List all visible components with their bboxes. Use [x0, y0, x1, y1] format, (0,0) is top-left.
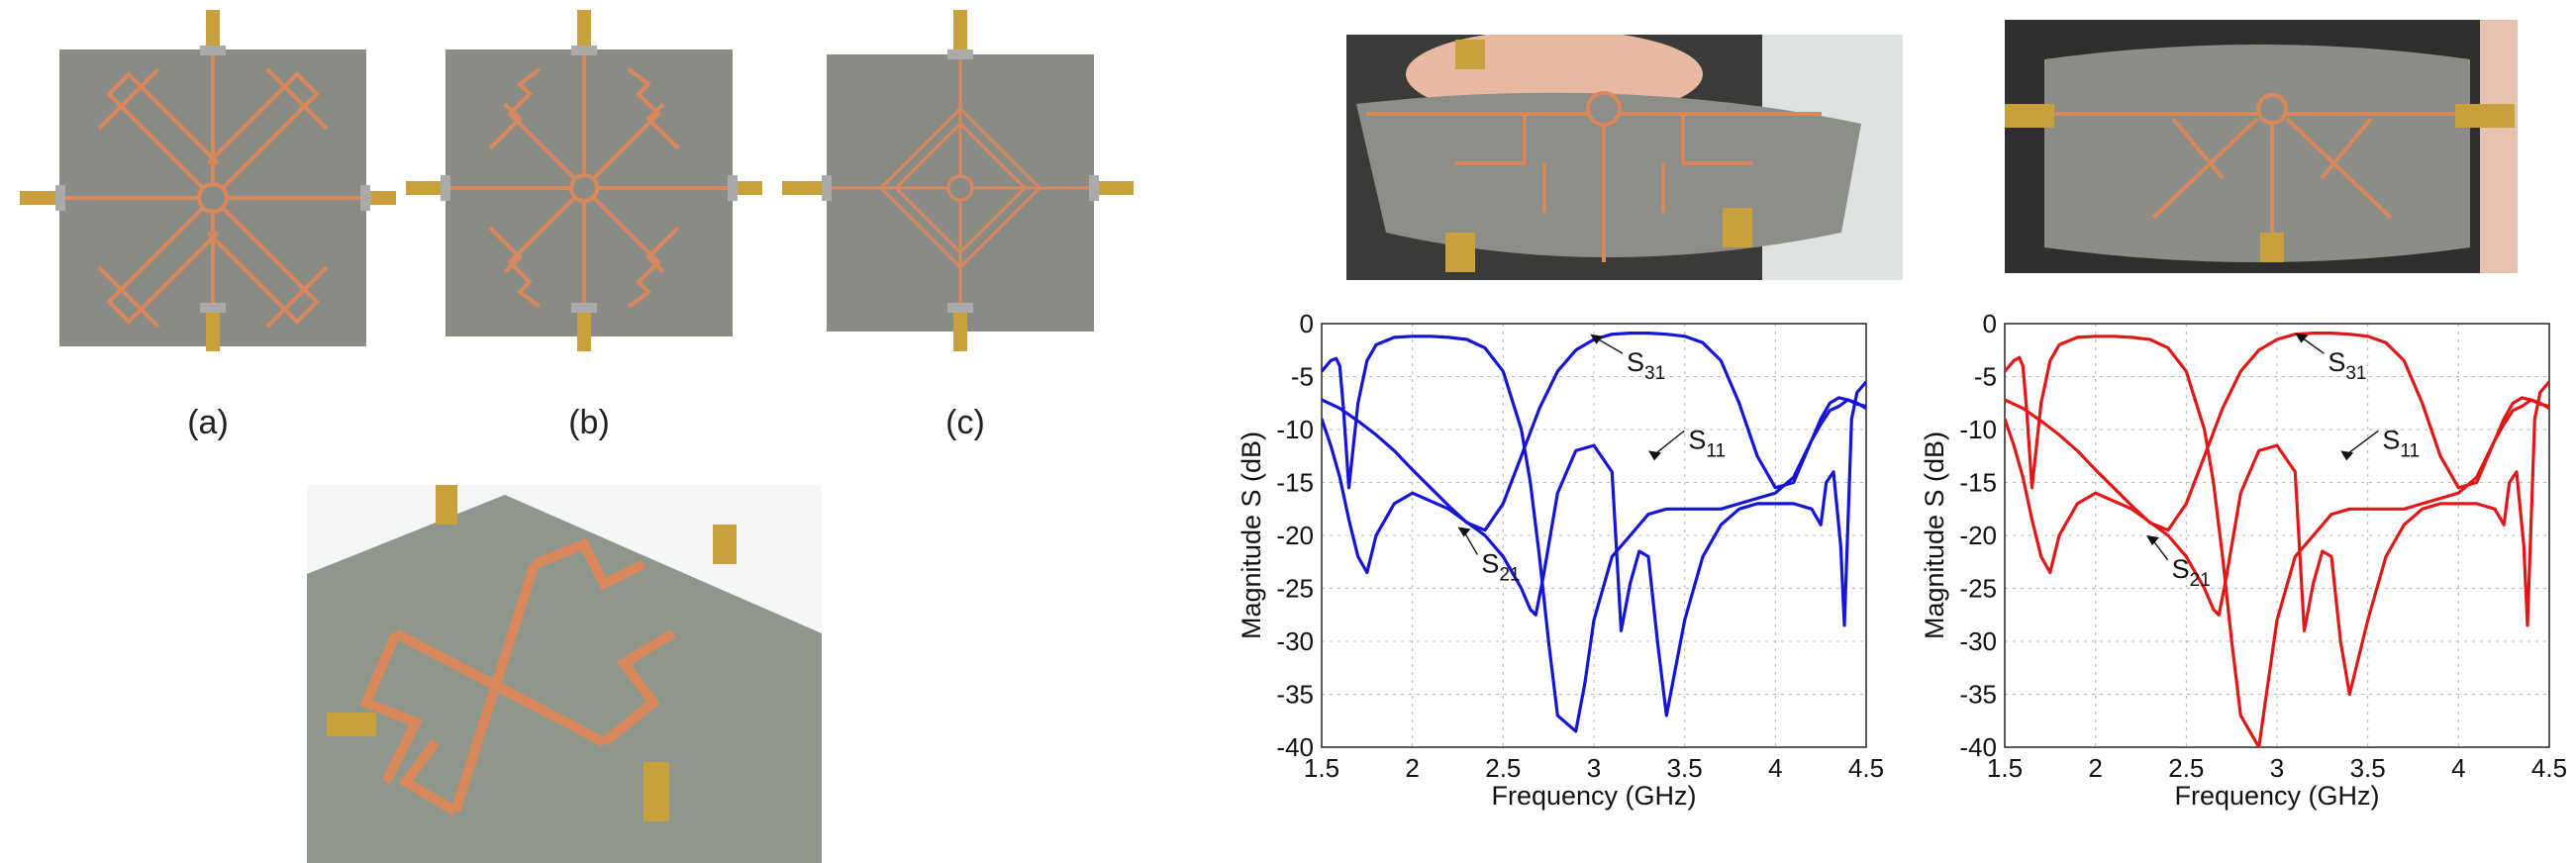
series-line-1 — [1322, 335, 1866, 733]
series-line-1 — [2005, 335, 2549, 747]
chart-red-svg: 1.5 2 2.5 3 3.5 4 4.5 0 -5 -10 -15 -20 -25 -30 -35 -40 F… — [1920, 309, 2567, 811]
series-line-3 — [1322, 332, 1866, 532]
plot-frame — [1321, 323, 1867, 748]
photo-coupler-a — [20, 10, 396, 356]
x-tick-label: 3.5 — [2350, 753, 2386, 783]
x-tick-label: 3 — [2270, 753, 2284, 783]
series-line-2 — [2005, 380, 2549, 697]
photo-coupler-perspective — [307, 485, 822, 863]
series-line-2 — [1322, 380, 1866, 718]
caption-a: (a) — [187, 404, 229, 441]
annotation-arrowhead — [1648, 450, 1661, 461]
x-tick-label: 2.5 — [1485, 753, 1521, 783]
photo-bent-coupler-hand — [1346, 35, 1903, 280]
photo-rolled-coupler-hand — [2005, 20, 2518, 273]
annotation-label: S31 — [1627, 347, 1665, 384]
annotation-arrowhead — [1590, 334, 1604, 344]
annotation-arrow — [1653, 430, 1685, 455]
annotation-arrowhead — [1457, 527, 1471, 537]
annotation-arrow — [1462, 530, 1478, 555]
y-tick-label: -35 — [1959, 680, 1997, 710]
x-tick-label: 3.5 — [1667, 753, 1703, 783]
y-tick-label: -20 — [1959, 521, 1997, 550]
x-tick-label: 4 — [1768, 753, 1782, 783]
y-tick-label: -20 — [1276, 521, 1314, 550]
chart-blue-s-parameters: 1.5 2 2.5 3 3.5 4 4.5 0 -5 -10 -15 -20 -25 -30 -35 -40 F… — [1228, 302, 1891, 826]
x-tick-label: 4.5 — [1848, 753, 1884, 783]
series-line-3 — [2005, 332, 2549, 532]
y-axis-label: Magnitude S (dB) — [1920, 432, 1949, 639]
x-tick-label: 2 — [2088, 753, 2102, 783]
annotation-arrowhead — [2146, 535, 2159, 545]
y-tick-label: -10 — [1959, 415, 1997, 444]
y-tick-label: 0 — [1300, 309, 1314, 338]
y-axis-label: Magnitude S (dB) — [1237, 432, 1266, 639]
y-tick-label: -35 — [1276, 680, 1314, 710]
photo-coupler-c — [782, 10, 1139, 356]
x-tick-label: 1.5 — [1304, 753, 1339, 783]
annotation-arrowhead — [2340, 450, 2354, 461]
y-tick-label: -10 — [1276, 415, 1314, 444]
annotation-label: S11 — [2382, 425, 2420, 461]
y-tick-label: -5 — [1974, 362, 1997, 392]
y-tick-label: -40 — [1276, 732, 1314, 762]
annotation-arrow — [2345, 430, 2379, 455]
annotation-arrow — [1595, 337, 1624, 354]
caption-c: (c) — [945, 404, 985, 441]
x-axis-label: Frequency (GHz) — [2174, 781, 2379, 811]
chart-blue-svg: 1.5 2 2.5 3 3.5 4 4.5 0 -5 -10 -15 -20 -25 -30 -35 -40 F… — [1237, 309, 1884, 811]
y-tick-label: 0 — [1983, 309, 1997, 338]
annotation-label: S21 — [2172, 554, 2211, 591]
x-tick-label: 3 — [1587, 753, 1601, 783]
annotation-arrow — [2151, 538, 2169, 561]
photo-coupler-b — [401, 10, 767, 356]
x-axis-label: Frequency (GHz) — [1491, 781, 1696, 811]
y-tick-label: -25 — [1959, 574, 1997, 604]
plot-frame — [2004, 323, 2550, 748]
x-tick-label: 2 — [1405, 753, 1419, 783]
y-tick-label: -30 — [1959, 626, 1997, 656]
annotation-label: S11 — [1688, 425, 1726, 461]
y-tick-label: -25 — [1276, 574, 1314, 604]
annotation-label: S31 — [2328, 347, 2366, 384]
annotation-arrowhead — [2295, 333, 2309, 343]
caption-b: (b) — [568, 404, 610, 441]
y-tick-label: -30 — [1276, 626, 1314, 656]
x-tick-label: 1.5 — [1987, 753, 2023, 783]
annotation-arrow — [2300, 336, 2325, 354]
y-tick-label: -15 — [1959, 468, 1997, 498]
chart-red-s-parameters: 1.5 2 2.5 3 3.5 4 4.5 0 -5 -10 -15 -20 -25 -30 -35 -40 F… — [1911, 302, 2574, 826]
x-tick-label: 4 — [2451, 753, 2465, 783]
x-tick-label: 2.5 — [2168, 753, 2204, 783]
y-tick-label: -15 — [1276, 468, 1314, 498]
y-tick-label: -5 — [1291, 362, 1314, 392]
x-tick-label: 4.5 — [2531, 753, 2567, 783]
y-tick-label: -40 — [1959, 732, 1997, 762]
